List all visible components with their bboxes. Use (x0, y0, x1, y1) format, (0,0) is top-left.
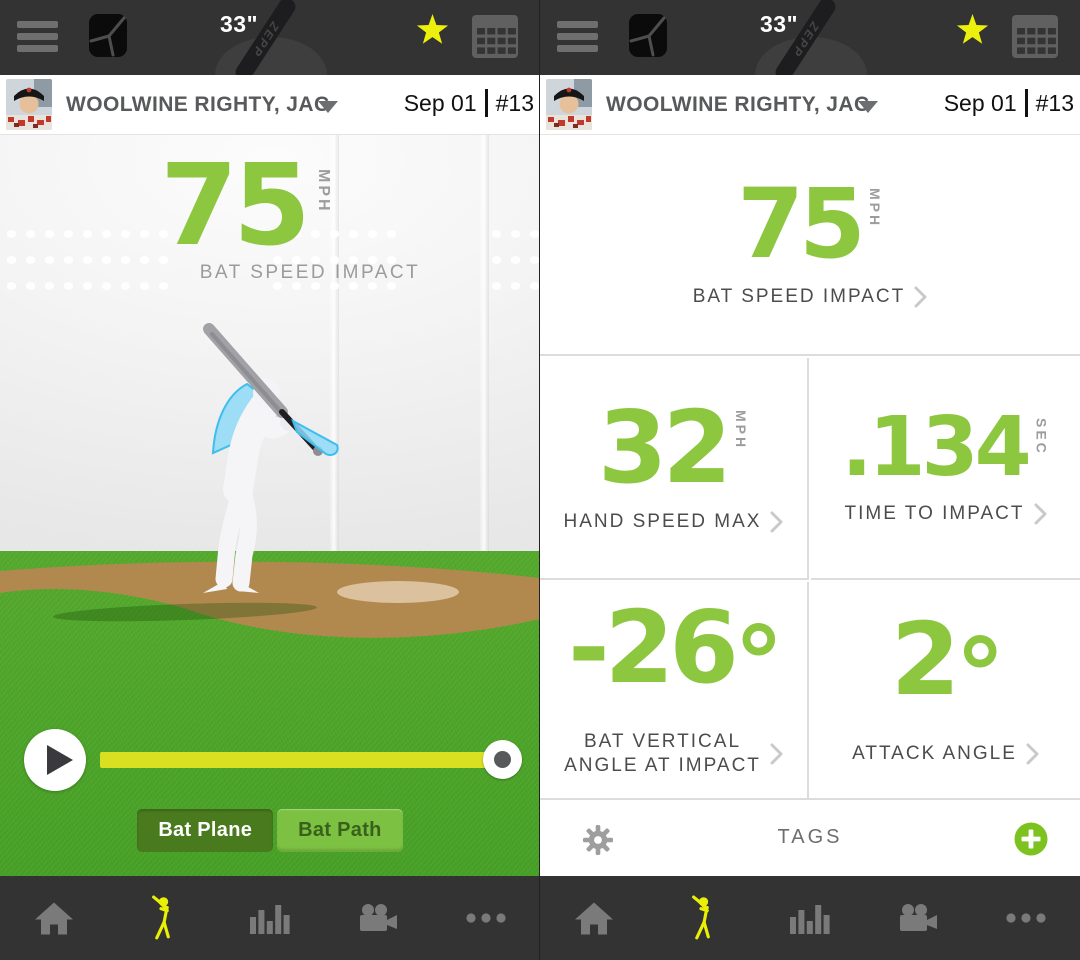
playback-handle[interactable] (483, 740, 522, 779)
nav-home[interactable] (0, 876, 108, 960)
top-bar: ZEPP 33" (0, 0, 539, 75)
metric-cell-time-to-impact[interactable]: .134 SEC TIME TO IMPACT (811, 358, 1080, 580)
metric-cell-bat-vertical-angle[interactable]: -26 ° BAT VERTICAL ANGLE AT IMPACT (540, 582, 809, 798)
session-info: Sep 01 #13 (404, 89, 534, 117)
nav-home[interactable] (540, 876, 648, 960)
chevron-right-icon (1034, 503, 1046, 525)
swing-number: #13 (1035, 89, 1074, 116)
metric-label: ATTACK ANGLE (852, 743, 1017, 765)
metric-label: BAT VERTICAL ANGLE AT IMPACT (564, 730, 761, 778)
metric-cell-hand-speed[interactable]: 32 MPH HAND SPEED MAX (540, 358, 809, 580)
favorite-star-icon[interactable] (954, 14, 991, 52)
playback-progress-track[interactable] (100, 752, 517, 768)
bat-plane-button[interactable]: Bat Plane (137, 809, 274, 852)
calendar-grid-icon[interactable] (1012, 15, 1058, 63)
metric-value: 2 (890, 601, 961, 719)
nav-video[interactable] (324, 876, 432, 960)
nav-stats[interactable] (216, 876, 324, 960)
metrics-grid: 75 MPH BAT SPEED IMPACT 32 MPH HAND SPEE… (540, 135, 1080, 876)
chevron-down-icon[interactable] (318, 101, 338, 113)
nav-swings[interactable] (648, 876, 756, 960)
avatar[interactable] (546, 79, 592, 130)
bat-graphic: ZEPP (745, 0, 880, 75)
nav-video[interactable] (864, 876, 972, 960)
swing-number: #13 (495, 89, 534, 116)
bat-speed-metric: 75 MPH BAT SPEED IMPACT (0, 141, 539, 284)
foul-pole (480, 135, 489, 551)
metric-cell-attack-angle[interactable]: 2 ° ATTACK ANGLE (811, 582, 1080, 798)
bat-path-button[interactable]: Bat Path (277, 809, 403, 852)
play-button[interactable] (24, 729, 86, 791)
nav-more[interactable] (972, 876, 1080, 960)
chevron-right-icon (914, 286, 927, 308)
chevron-down-icon[interactable] (858, 101, 878, 113)
foul-pole (330, 135, 339, 551)
nav-more[interactable] (432, 876, 539, 960)
batter-3d-figure (0, 323, 539, 638)
calendar-grid-icon[interactable] (472, 15, 518, 63)
stadium-background (0, 135, 539, 551)
degree-symbol: ° (955, 617, 1005, 735)
player-name-dropdown[interactable]: WOOLWINE RIGHTY, JAC (66, 93, 330, 116)
metrics-screen: ZEPP 33" WOOLWINE RIGHTY, JAC Sep 01 #13 (540, 0, 1080, 960)
bat-length-label: 33" (760, 11, 798, 37)
metric-unit: MPH (733, 410, 750, 451)
session-date: Sep 01 (943, 89, 1017, 116)
metric-label: BAT SPEED IMPACT (199, 262, 421, 284)
metric-value: 75 (160, 141, 311, 271)
nav-stats[interactable] (756, 876, 864, 960)
add-tag-button[interactable] (1014, 822, 1048, 861)
metric-unit: MPH (314, 169, 332, 214)
chevron-right-icon (1026, 743, 1039, 765)
top-bar: ZEPP 33" (540, 0, 1080, 75)
divider (1024, 89, 1028, 117)
menu-icon[interactable] (557, 21, 598, 55)
stadium-lights (487, 223, 539, 301)
bat-length-label: 33" (220, 11, 258, 37)
stadium-lights (268, 223, 398, 301)
metric-value: .134 (841, 400, 1031, 496)
session-date: Sep 01 (403, 89, 477, 116)
avatar[interactable] (6, 79, 52, 130)
player-name-dropdown[interactable]: WOOLWINE RIGHTY, JAC (606, 93, 870, 116)
favorite-star-icon[interactable] (414, 14, 451, 52)
metric-label-line1: BAT VERTICAL (583, 731, 742, 753)
tags-bar: TAGS (540, 798, 1080, 876)
chevron-right-icon (770, 511, 783, 533)
metric-unit: SEC (1033, 418, 1050, 457)
bat-graphic: ZEPP (205, 0, 340, 75)
bottom-nav (0, 876, 539, 960)
view-toggle-buttons: Bat Plane Bat Path (0, 809, 539, 852)
tags-label: TAGS (777, 826, 843, 848)
metric-unit: MPH (866, 188, 883, 229)
metric-value: -26 (568, 589, 739, 707)
metric-cell-bat-speed[interactable]: 75 MPH BAT SPEED IMPACT (540, 135, 1080, 356)
metric-value: 75 (737, 168, 866, 281)
zepp-sensor-icon[interactable] (89, 14, 127, 62)
session-info: Sep 01 #13 (944, 89, 1074, 117)
bottom-nav (540, 876, 1080, 960)
menu-icon[interactable] (17, 21, 58, 55)
player-header: WOOLWINE RIGHTY, JAC Sep 01 #13 (540, 75, 1080, 135)
metric-label-line2: ANGLE AT IMPACT (564, 755, 761, 776)
player-header: WOOLWINE RIGHTY, JAC Sep 01 #13 (0, 75, 539, 135)
metric-label: HAND SPEED MAX (563, 511, 762, 533)
nav-swings[interactable] (108, 876, 216, 960)
zepp-sensor-icon[interactable] (629, 14, 667, 62)
chevron-right-icon (770, 743, 783, 765)
swing-3d-screen: ZEPP 33" WOOLWINE RIGHTY, JAC Sep 01 #13 (0, 0, 540, 960)
swing-3d-view[interactable]: 75 MPH BAT SPEED IMPACT Bat Plane Bat Pa… (0, 135, 539, 876)
metric-label: TIME TO IMPACT (844, 502, 1025, 524)
stadium-lights (2, 223, 174, 301)
degree-symbol: ° (733, 605, 784, 723)
divider (484, 89, 488, 117)
gear-icon[interactable] (583, 825, 613, 860)
metric-value: 32 (597, 389, 732, 507)
metric-label: BAT SPEED IMPACT (692, 285, 906, 307)
